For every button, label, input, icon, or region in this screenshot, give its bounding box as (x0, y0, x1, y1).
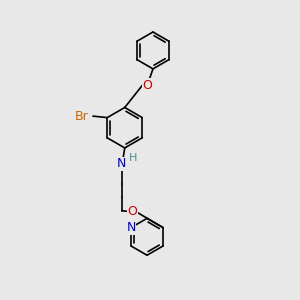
Text: Br: Br (75, 110, 89, 123)
Text: N: N (117, 157, 127, 170)
Text: O: O (127, 205, 137, 218)
Text: O: O (143, 79, 153, 92)
Text: H: H (129, 153, 137, 163)
Text: N: N (126, 221, 136, 234)
